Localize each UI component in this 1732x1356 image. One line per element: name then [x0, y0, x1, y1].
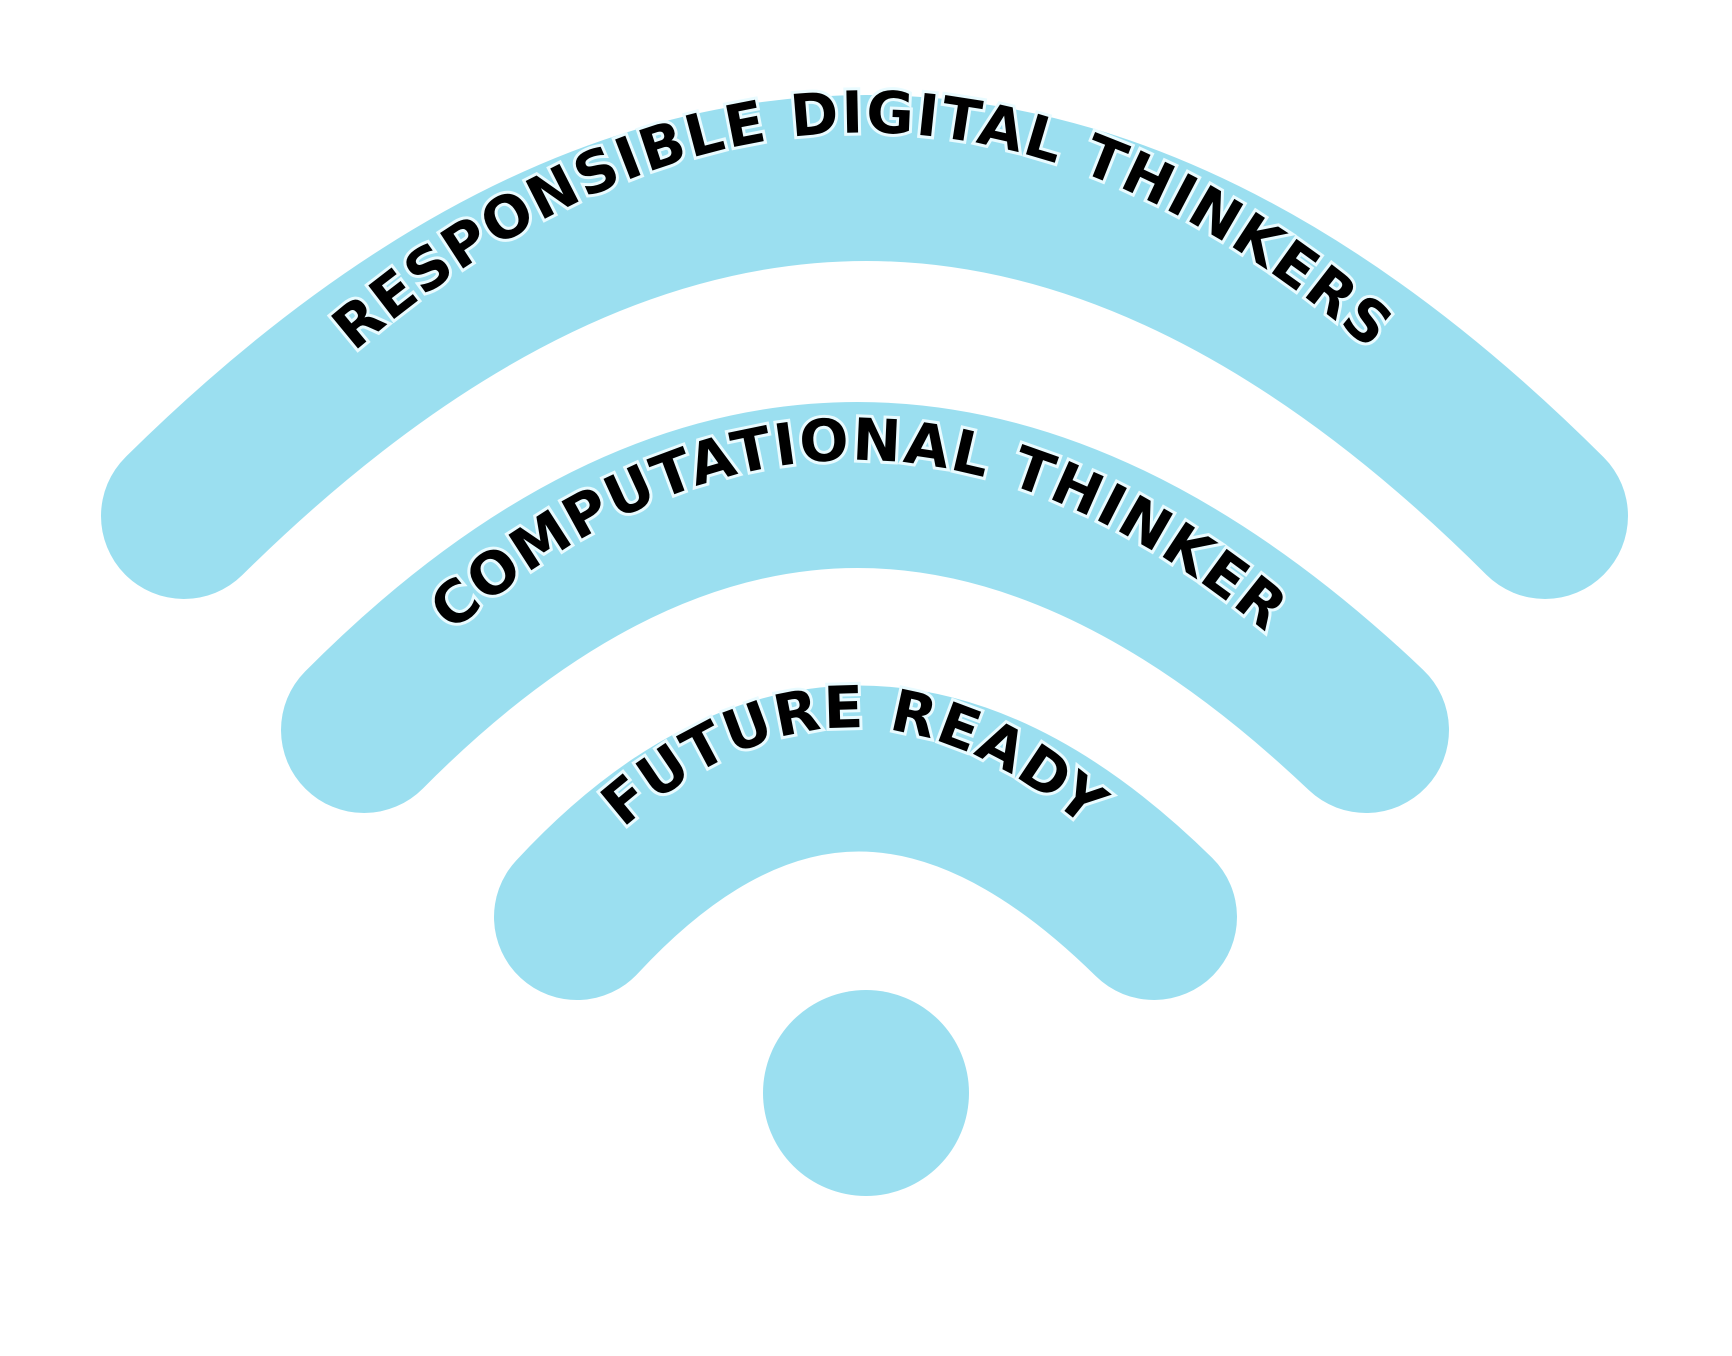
wifi-dot: [763, 990, 969, 1196]
wifi-inner-arc: [494, 685, 1237, 1000]
wifi-middle-arc: [281, 402, 1449, 813]
wifi-outer-arc: [101, 95, 1628, 599]
